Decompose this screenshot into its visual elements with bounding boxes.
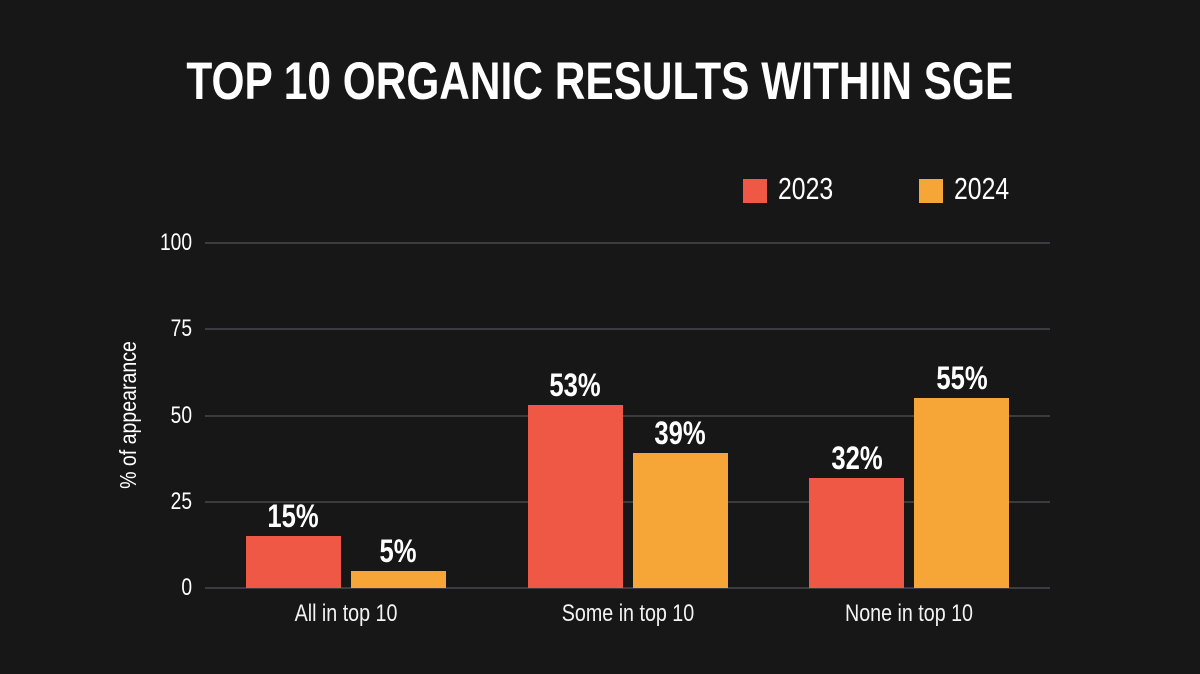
gridline-50 bbox=[205, 414, 1050, 417]
gridline-25 bbox=[205, 500, 1050, 503]
bar-value-2024-none-in-top-10: 55% bbox=[936, 360, 988, 397]
bar-value-2023-none-in-top-10: 32% bbox=[831, 439, 883, 476]
gridline-75 bbox=[205, 328, 1050, 331]
chart-title: TOP 10 ORGANIC RESULTS WITHIN SGE bbox=[0, 53, 1200, 111]
x-axis-label-none-in-top-10: None in top 10 bbox=[845, 600, 974, 627]
bar-2023-some-in-top-10 bbox=[527, 405, 623, 588]
y-tick-label-50: 50 bbox=[170, 401, 192, 429]
bar-2024-all-in-top-10 bbox=[350, 570, 446, 588]
bar-2023-none-in-top-10 bbox=[809, 477, 905, 588]
y-tick-label-100: 100 bbox=[159, 229, 192, 256]
bar-value-2024-all-in-top-10: 5% bbox=[379, 532, 417, 569]
bar-value-2023-all-in-top-10: 15% bbox=[267, 498, 319, 535]
legend-swatch-2024 bbox=[919, 179, 943, 203]
x-axis-label-some-in-top-10: Some in top 10 bbox=[561, 600, 694, 627]
bar-value-2023-some-in-top-10: 53% bbox=[549, 367, 601, 404]
bar-2024-none-in-top-10 bbox=[914, 398, 1010, 588]
legend-label-2024: 2024 bbox=[954, 171, 1010, 206]
x-axis-label-all-in-top-10: All in top 10 bbox=[294, 600, 398, 627]
y-tick-label-0: 0 bbox=[181, 574, 192, 601]
chart-title-text: TOP 10 ORGANIC RESULTS WITHIN SGE bbox=[186, 52, 1014, 111]
y-tick-label-25: 25 bbox=[170, 487, 192, 515]
legend-swatch-2023 bbox=[743, 179, 767, 203]
y-tick-label-75: 75 bbox=[170, 315, 192, 343]
bar-value-2024-some-in-top-10: 39% bbox=[654, 415, 706, 452]
gridline-0 bbox=[205, 587, 1050, 589]
bar-2023-all-in-top-10 bbox=[245, 536, 341, 588]
legend-label-2023: 2023 bbox=[778, 171, 834, 206]
bar-2024-some-in-top-10 bbox=[632, 453, 728, 588]
gridline-100 bbox=[205, 242, 1050, 244]
